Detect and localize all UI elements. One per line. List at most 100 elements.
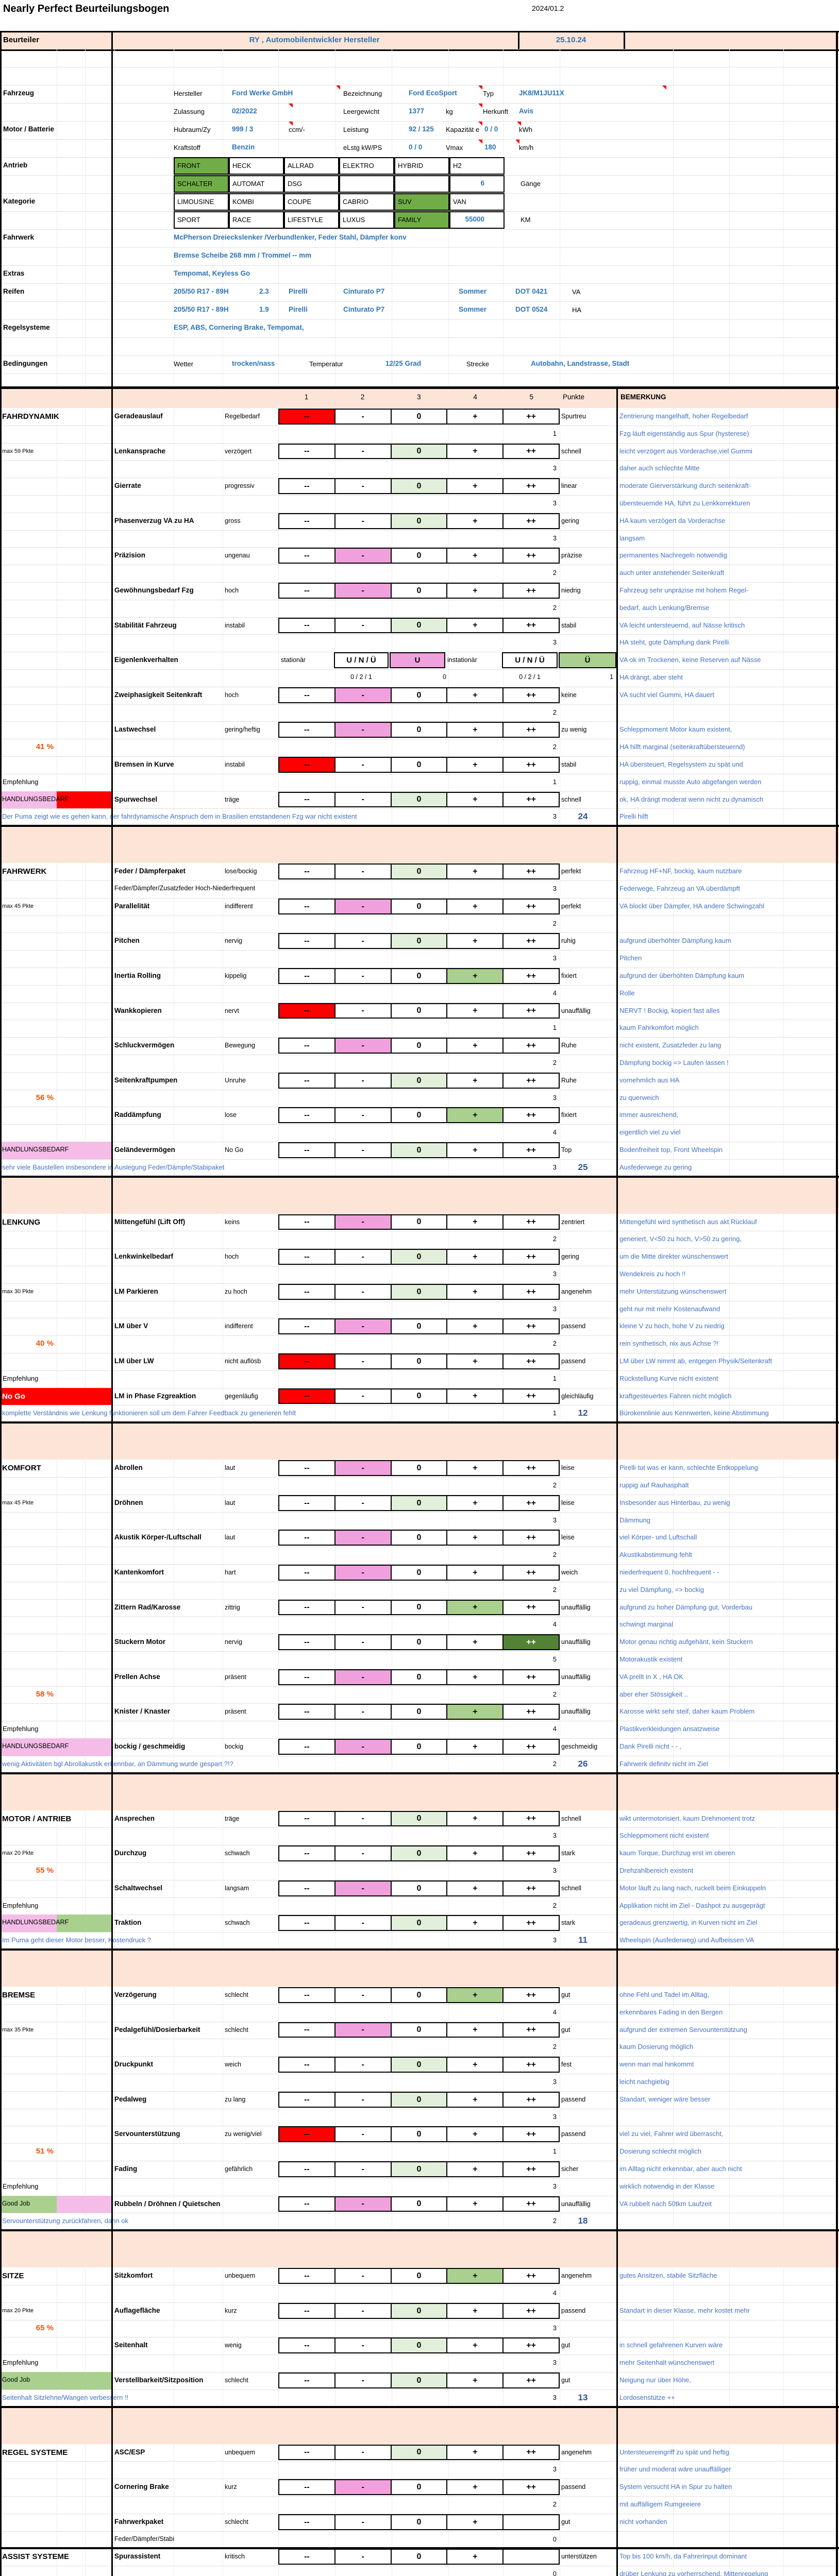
rating-cell-5[interactable]: ++ — [504, 1039, 559, 1053]
option-cell-family[interactable]: FAMILY — [394, 211, 449, 229]
rating-cell-5[interactable]: ++ — [504, 444, 559, 459]
rating-cell-2[interactable]: - — [335, 1566, 392, 1580]
rating-cell-1[interactable]: -- — [279, 1531, 335, 1545]
rating-cell-3[interactable]: 0 — [391, 1811, 448, 1826]
rating-cell-4[interactable]: + — [447, 479, 504, 493]
rating-cell-3[interactable]: 0 — [391, 2023, 448, 2037]
rating-cell-4[interactable]: + — [447, 2127, 504, 2142]
rating-cell-4[interactable]: + — [447, 1250, 504, 1264]
rating-cell-3[interactable]: 0 — [391, 1284, 448, 1299]
rating-cell-5[interactable]: ++ — [504, 1461, 559, 1475]
rating-cell-5[interactable]: ++ — [504, 1811, 559, 1826]
rating-cell-2[interactable]: - — [335, 2092, 392, 2107]
rating-cell-3[interactable]: 0 — [391, 792, 448, 807]
rating-cell-1[interactable]: -- — [279, 934, 335, 948]
rating-cell-1[interactable]: -- — [279, 1354, 335, 1368]
rating-cell-5[interactable]: ++ — [504, 2374, 559, 2387]
rating-cell-2[interactable]: - — [335, 792, 392, 807]
rating-cell-2[interactable]: - — [335, 969, 392, 983]
rating-cell-2[interactable]: - — [335, 1988, 392, 2002]
rating-cell-2[interactable]: - — [335, 2515, 392, 2529]
rating-cell-3[interactable]: 0 — [391, 618, 448, 633]
rating-cell-3[interactable]: 0 — [391, 444, 448, 459]
rating-cell-2[interactable]: - — [335, 584, 392, 598]
rating-cell-2[interactable]: - — [335, 2374, 392, 2387]
rating-cell-4[interactable]: + — [447, 969, 504, 983]
rating-cell-3[interactable]: 0 — [391, 2480, 448, 2494]
option-cell-empty[interactable] — [449, 211, 505, 229]
rating-cell-5[interactable] — [504, 2515, 559, 2529]
rating-cell-5[interactable]: ++ — [504, 1215, 559, 1229]
rating-cell-1[interactable]: -- — [279, 899, 335, 913]
rating-cell-4[interactable]: + — [447, 2092, 504, 2107]
rating-cell-4[interactable]: + — [447, 618, 504, 633]
rating-cell-4[interactable]: + — [447, 2445, 504, 2460]
rating-cell-3[interactable]: 0 — [391, 688, 448, 702]
rating-cell-4[interactable]: + — [447, 1811, 504, 1826]
rating-cell-3[interactable]: 0 — [391, 899, 448, 913]
rating-cell-4[interactable]: + — [447, 1108, 504, 1123]
rating-cell-2[interactable]: - — [335, 688, 392, 702]
rating-cell-4[interactable]: + — [447, 2550, 504, 2564]
rating-cell-4[interactable]: + — [447, 1073, 504, 1088]
rating-cell-3[interactable]: 0 — [391, 1389, 448, 1403]
unu-options[interactable]: U / N / Ü — [334, 652, 389, 668]
rating-cell-2[interactable]: - — [335, 1461, 392, 1475]
rating-cell-5[interactable]: ++ — [504, 549, 559, 563]
rating-cell-3[interactable]: 0 — [391, 723, 448, 737]
rating-cell-3[interactable]: 0 — [391, 1354, 448, 1368]
rating-cell-4[interactable]: + — [447, 865, 504, 878]
rating-cell-1[interactable]: -- — [279, 584, 335, 598]
rating-cell-1[interactable]: -- — [279, 444, 335, 459]
rating-cell-4[interactable]: + — [447, 1635, 504, 1649]
rating-cell-4[interactable]: + — [447, 444, 504, 459]
rating-cell-1[interactable]: -- — [279, 2023, 335, 2037]
rating-cell-3[interactable]: 0 — [391, 1319, 448, 1334]
rating-cell-3[interactable]: 0 — [391, 2303, 448, 2318]
rating-cell-1[interactable]: -- — [279, 1389, 335, 1403]
rating-cell-4[interactable]: + — [447, 1531, 504, 1545]
rating-cell-1[interactable]: -- — [279, 1566, 335, 1580]
rating-cell-2[interactable]: - — [335, 899, 392, 913]
rating-cell-2[interactable]: - — [335, 2023, 392, 2037]
rating-cell-1[interactable]: -- — [279, 1073, 335, 1088]
rating-cell-3[interactable]: 0 — [391, 1496, 448, 1510]
rating-cell-2[interactable]: - — [335, 758, 392, 772]
rating-cell-4[interactable]: + — [447, 1566, 504, 1580]
rating-cell-5[interactable]: ++ — [504, 1389, 559, 1403]
rating-cell-2[interactable]: - — [335, 2445, 392, 2460]
rating-cell-1[interactable]: -- — [279, 1600, 335, 1615]
rating-cell-2[interactable]: - — [335, 2197, 392, 2211]
unu-selected-instationary[interactable]: Ü — [559, 652, 616, 668]
rating-cell-1[interactable]: -- — [279, 1319, 335, 1334]
rating-cell-4[interactable]: + — [447, 1319, 504, 1334]
rating-cell-4[interactable]: + — [447, 1881, 504, 1895]
rating-cell-1[interactable]: -- — [279, 479, 335, 493]
rating-cell-5[interactable]: ++ — [504, 792, 559, 807]
rating-cell-2[interactable]: - — [335, 1811, 392, 1826]
rating-cell-5[interactable]: ++ — [504, 1004, 559, 1018]
rating-cell-5[interactable]: ++ — [504, 969, 559, 983]
rating-cell-4[interactable]: + — [447, 2058, 504, 2072]
rating-cell-3[interactable]: 0 — [391, 2338, 448, 2353]
rating-cell-2[interactable]: - — [335, 1846, 392, 1860]
rating-cell-5[interactable]: ++ — [504, 1566, 559, 1580]
rating-cell-5[interactable]: ++ — [504, 2480, 559, 2494]
option-cell-h2[interactable]: H2 — [449, 157, 505, 175]
rating-cell-3[interactable]: 0 — [391, 969, 448, 983]
rating-cell-5[interactable]: ++ — [504, 1143, 559, 1157]
rating-cell-1[interactable]: -- — [279, 2092, 335, 2107]
rating-cell-2[interactable]: - — [335, 1250, 392, 1264]
rating-cell-5[interactable]: ++ — [504, 688, 559, 702]
rating-cell-4[interactable]: + — [447, 934, 504, 948]
rating-cell-3[interactable]: 0 — [391, 934, 448, 948]
rating-cell-2[interactable]: - — [335, 1108, 392, 1123]
rating-cell-4[interactable]: + — [447, 899, 504, 913]
option-cell-suv[interactable]: SUV — [394, 193, 449, 211]
rating-cell-3[interactable]: 0 — [391, 1600, 448, 1615]
rating-cell-2[interactable]: - — [335, 1073, 392, 1088]
rating-cell-5[interactable]: ++ — [504, 723, 559, 737]
rating-cell-2[interactable]: - — [335, 1284, 392, 1299]
rating-cell-3[interactable]: 0 — [391, 2092, 448, 2107]
rating-cell-4[interactable]: + — [447, 2162, 504, 2176]
